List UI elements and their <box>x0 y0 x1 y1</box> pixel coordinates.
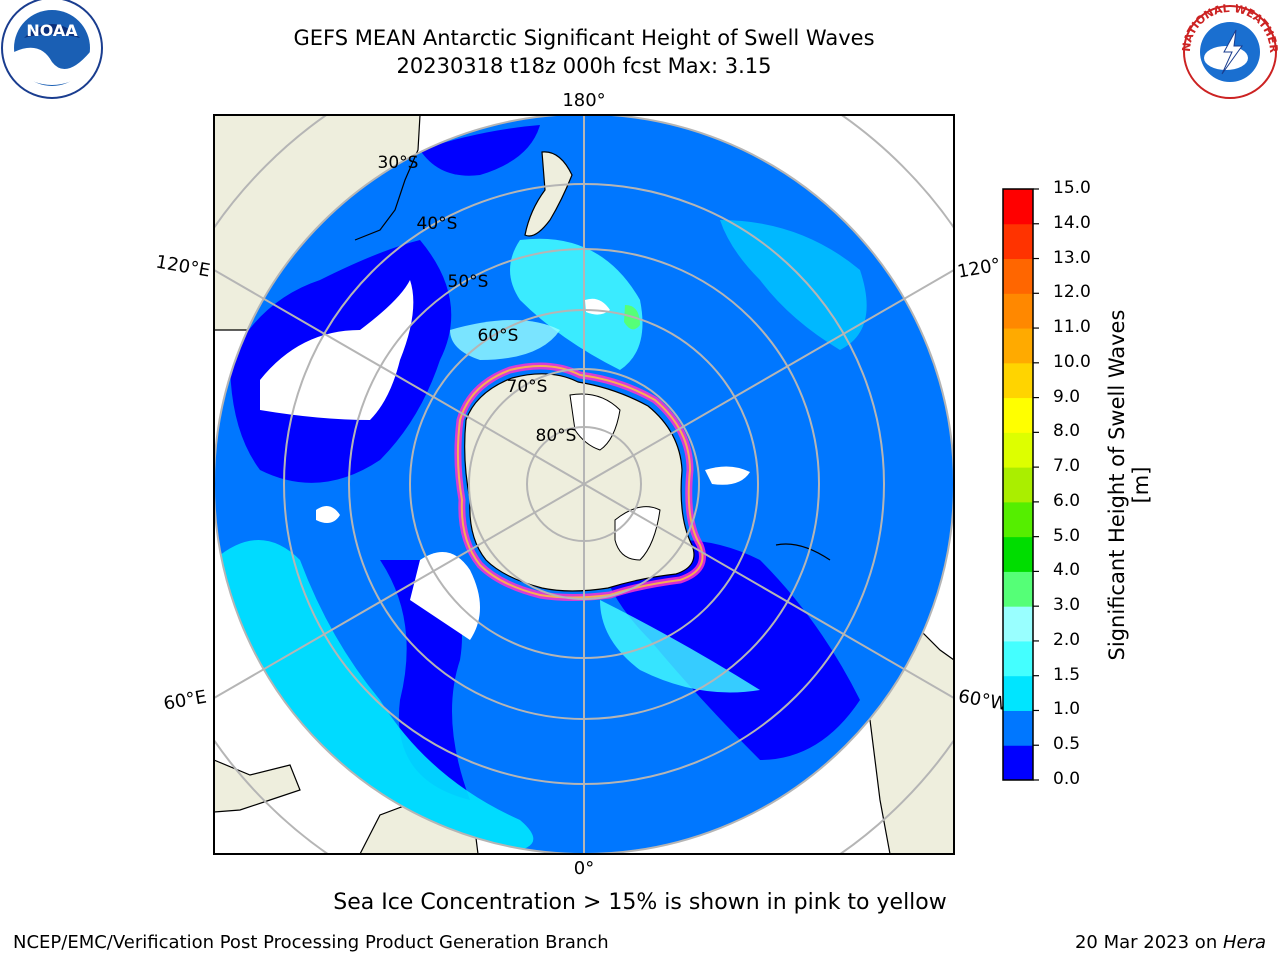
colorbar <box>1002 188 1039 781</box>
swell-zone-high <box>510 238 643 370</box>
lon-label-120e: 120°E <box>154 251 212 281</box>
lon-label-60e: 60°E <box>162 686 208 714</box>
colorbar-tick-label: 1.5 <box>1053 664 1081 685</box>
noaa-logo-text: NOAA <box>26 21 78 40</box>
colorbar-tick-label: 0.0 <box>1053 769 1081 789</box>
colorbar-tick-label: 12.0 <box>1053 282 1091 303</box>
colorbar-segment <box>1003 362 1033 399</box>
sea-ice-note: Sea Ice Concentration > 15% is shown in … <box>333 890 947 915</box>
lat-label-80s: 80°S <box>536 426 577 446</box>
lat-label-70s: 70°S <box>507 377 548 397</box>
colorbar-title: Significant Height of Swell Waves [m] <box>1105 309 1153 661</box>
colorbar-tick-label: 13.0 <box>1053 247 1091 268</box>
colorbar-segment <box>1003 189 1033 225</box>
chart-subtitle: 20230318 t18z 000h fcst Max: 3.15 <box>396 54 772 78</box>
colorbar-tick-label: 11.0 <box>1053 317 1091 338</box>
new-zealand-land <box>524 151 573 237</box>
colorbar-tick-label: 10.0 <box>1053 351 1091 372</box>
colorbar-segment <box>1003 536 1033 572</box>
colorbar-segment <box>1003 223 1033 260</box>
chart-title: GEFS MEAN Antarctic Significant Height o… <box>293 26 875 50</box>
weddell-ice-shelf <box>614 506 661 561</box>
colorbar-segment <box>1003 258 1033 294</box>
swell-zone-high <box>450 320 560 360</box>
colorbar-segment <box>1003 397 1033 433</box>
nws-logo-icon: NATIONAL WEATHER SERVICE <box>1178 0 1280 99</box>
colorbar-tick-label: 1.0 <box>1053 699 1081 720</box>
lon-label-180: 180° <box>562 90 605 111</box>
footer-date-text: 20 Mar 2023 on <box>1074 932 1223 953</box>
madagascar-land <box>214 759 301 813</box>
longitude-gridlines <box>214 115 954 854</box>
colorbar-segment <box>1003 432 1033 468</box>
lon-label-0: 0° <box>574 858 594 879</box>
no-data-area <box>705 466 750 485</box>
colorbar-segment <box>1003 571 1033 607</box>
no-data-area <box>260 280 414 420</box>
colorbar-tick-label: 3.0 <box>1053 595 1081 616</box>
footer-date: 20 Mar 2023 on Hera <box>1075 932 1266 953</box>
colorbar-segment <box>1003 640 1033 677</box>
footer-host: Hera <box>1222 932 1266 953</box>
swell-zone-low <box>420 125 540 176</box>
colorbar-tick-label: 4.0 <box>1053 560 1081 581</box>
no-data-area <box>316 506 340 524</box>
lat-label-30s: 30°S <box>378 153 419 173</box>
colorbar-tick-label: 2.0 <box>1053 629 1081 650</box>
colorbar-tick-label: 0.5 <box>1053 734 1081 755</box>
lat-label-60s: 60°S <box>478 326 519 346</box>
map-frame <box>213 114 955 855</box>
lon-label-120w: 120° <box>956 254 1002 282</box>
colorbar-segment <box>1003 745 1033 781</box>
colorbar-tick-label: 7.0 <box>1053 456 1081 477</box>
noaa-logo-icon: NOAA <box>1 0 103 99</box>
colorbar-tick-label: 8.0 <box>1053 421 1081 442</box>
colorbar-tick-label: 5.0 <box>1053 525 1081 546</box>
colorbar-segment <box>1003 467 1033 503</box>
colorbar-tick-label: 9.0 <box>1053 386 1081 407</box>
colorbar-tick-label: 6.0 <box>1053 490 1081 511</box>
colorbar-segment <box>1003 293 1033 329</box>
colorbar-frame <box>1002 188 1034 781</box>
colorbar-tick-label: 15.0 <box>1053 178 1091 198</box>
swell-zone-high <box>720 220 867 350</box>
swell-zone-low <box>600 540 860 760</box>
colorbar-tick-label: 14.0 <box>1053 212 1091 233</box>
colorbar-segment <box>1003 328 1033 364</box>
colorbar-segment <box>1003 675 1033 711</box>
lat-label-50s: 50°S <box>448 272 489 292</box>
swell-zone-high <box>600 600 760 693</box>
footer-credit: NCEP/EMC/Verification Post Processing Pr… <box>13 932 609 953</box>
colorbar-segment <box>1003 606 1033 642</box>
colorbar-segment <box>1003 710 1033 746</box>
colorbar-segment <box>1003 501 1033 538</box>
lat-label-40s: 40°S <box>417 214 458 234</box>
lon-label-60w: 60°W <box>957 686 1010 715</box>
